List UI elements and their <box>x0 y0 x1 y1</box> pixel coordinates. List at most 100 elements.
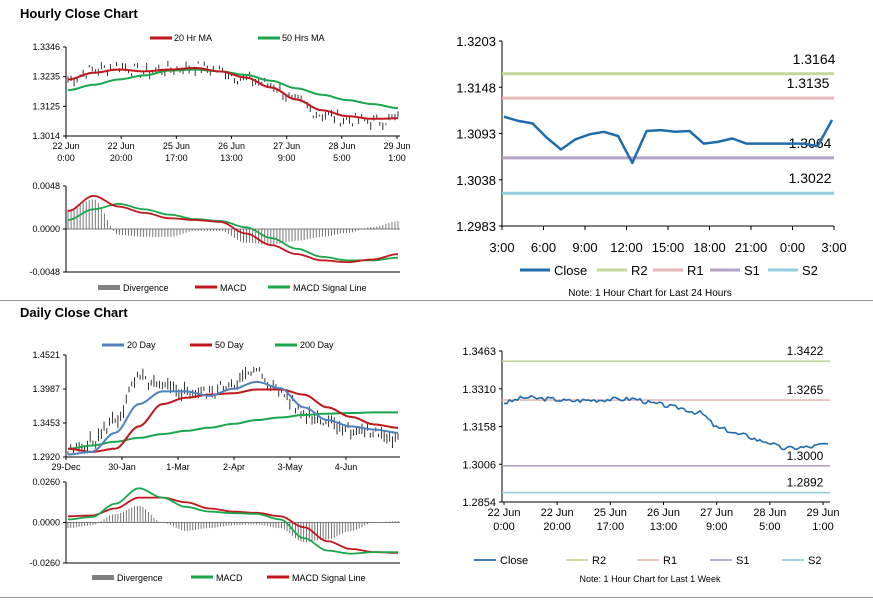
legend-label-divergence: Divergence <box>123 283 169 293</box>
hourly-price-xtick-label: 0:00 <box>57 153 75 163</box>
hourly-pivot-xtick-label: 0:00 <box>780 240 805 255</box>
daily-ma50-line <box>67 388 399 453</box>
weekly-level-r1-label: 1.3265 <box>787 383 824 397</box>
legend-swatch-divergence <box>98 285 120 290</box>
hourly-macd-ytick-label: -0.0048 <box>29 267 60 277</box>
daily-ma200-line <box>67 411 398 450</box>
hourly-price-ytick-label: 1.3125 <box>32 101 60 111</box>
weekly-pivot-xtick-label: 17:00 <box>597 521 625 533</box>
hourly-close-line <box>503 115 834 165</box>
hourly-pivot-ytick-label: 1.2983 <box>456 219 496 234</box>
hourly-macd-ytick-label: 0.0048 <box>32 181 60 191</box>
hourly-price-xtick-label: 28 Jun <box>328 141 355 151</box>
hourly-price-xtick-label: 29 Jun <box>383 141 410 151</box>
weekly-pivot-xtick-label: 5:00 <box>759 521 780 533</box>
hourly-pivot-ytick-label: 1.3148 <box>456 80 496 95</box>
weekly-level-s2-label: 1.2892 <box>787 476 824 490</box>
hourly-pivot-xtick-label: 6:00 <box>531 240 556 255</box>
legend-label-weekly-s1: S1 <box>736 555 749 567</box>
daily-macd-ytick-label: 0.0000 <box>32 518 60 528</box>
legend-label-daily-macd: MACD <box>216 573 243 583</box>
daily-price-xtick-label: 1-Mar <box>166 462 190 472</box>
hourly-price-xtick-label: 25 Jun <box>163 141 190 151</box>
hourly-pivot-xtick-label: 9:00 <box>572 240 597 255</box>
weekly-pivot-xtick-label: 20:00 <box>543 521 571 533</box>
hourly-pivot-xtick-label: 12:00 <box>610 240 643 255</box>
legend-label-hourly-close: Close <box>554 263 587 278</box>
hourly-price-xtick-label: 20:00 <box>110 153 133 163</box>
daily-macd-ytick-label: 0.0260 <box>32 477 60 487</box>
legend-label-weekly-close: Close <box>500 555 528 567</box>
section-divider <box>0 300 873 301</box>
legend-label-50hr: 50 Hrs MA <box>282 33 325 43</box>
weekly-level-r2-label: 1.3422 <box>787 344 824 358</box>
legend-label-weekly-r2: R2 <box>592 555 606 567</box>
hourly-macd-ytick-label: 0.0000 <box>32 224 60 234</box>
hourly-price-xtick-label: 5:00 <box>333 153 351 163</box>
legend-label-hourly-s1: S1 <box>744 263 760 278</box>
hourly-pivot-ytick-label: 1.3093 <box>456 127 496 142</box>
weekly-pivot-xtick-label: 25 Jun <box>594 507 627 519</box>
weekly-pivot-xtick-label: 27 Jun <box>700 507 733 519</box>
legend-label-hourly-r2: R2 <box>631 263 648 278</box>
hourly-pivot-ytick-label: 1.3203 <box>456 34 496 49</box>
weekly-pivot-xtick-label: 22 Jun <box>487 507 520 519</box>
daily-macd-ytick-label: -0.0260 <box>29 558 60 568</box>
legend-label-macd: MACD <box>220 283 247 293</box>
hourly-pivot-ytick-label: 1.3038 <box>456 173 496 188</box>
bottom-divider <box>0 597 873 598</box>
legend-label-hourly-s2: S2 <box>802 263 818 278</box>
legend-label-weekly-s2: S2 <box>808 555 821 567</box>
legend-label-20hr: 20 Hr MA <box>174 33 212 43</box>
daily-ma20-line <box>67 380 399 456</box>
legend-label-hourly-r1: R1 <box>687 263 704 278</box>
weekly-level-s1-label: 1.3000 <box>787 449 824 463</box>
daily-macd-line <box>67 487 398 555</box>
weekly-pivot-xtick-label: 29 Jun <box>806 507 839 519</box>
weekly-pivot-xtick-label: 0:00 <box>493 521 514 533</box>
hourly-price-xtick-label: 13:00 <box>220 153 243 163</box>
daily-signal-line <box>67 496 399 554</box>
weekly-pivot-ytick-label: 1.3006 <box>462 459 496 471</box>
daily-price-xtick-label: 29-Dec <box>51 462 81 472</box>
hourly-pivot-xtick-label: 21:00 <box>735 240 768 255</box>
legend-swatch-daily-divergence <box>92 575 114 580</box>
legend-label-daily-signal: MACD Signal Line <box>292 573 366 583</box>
daily-price-xtick-label: 2-Apr <box>223 462 245 472</box>
hourly-price-xtick-label: 1:00 <box>388 153 406 163</box>
hourly-price-xtick-label: 22 Jun <box>108 141 135 151</box>
hourly-ma50-line <box>67 68 399 110</box>
hourly-price-ytick-label: 1.3014 <box>32 131 60 141</box>
hourly-price-ytick-label: 1.3346 <box>32 42 60 52</box>
weekly-close-line <box>503 395 829 451</box>
hourly-note: Note: 1 Hour Chart for Last 24 Hours <box>568 288 731 299</box>
daily-price-ytick-label: 1.2920 <box>32 452 60 462</box>
hourly-price-xtick-label: 17:00 <box>165 153 188 163</box>
hourly-level-r1-label: 1.3135 <box>787 75 830 91</box>
weekly-note: Note: 1 Hour Chart for Last 1 Week <box>580 574 721 584</box>
weekly-pivot-xtick-label: 22 Jun <box>541 507 574 519</box>
legend-label-signal: MACD Signal Line <box>293 283 367 293</box>
weekly-pivot-xtick-label: 13:00 <box>650 521 678 533</box>
legend-label-50day: 50 Day <box>215 340 244 350</box>
hourly-level-r2-label: 1.3164 <box>793 51 836 67</box>
hourly-pivot-xtick-label: 15:00 <box>652 240 685 255</box>
hourly-price-xtick-label: 27 Jun <box>273 141 300 151</box>
hourly-pivot-xtick-label: 18:00 <box>693 240 726 255</box>
hourly-section-title: Hourly Close Chart <box>20 6 138 21</box>
weekly-pivot-xtick-label: 9:00 <box>706 521 727 533</box>
daily-section-title: Daily Close Chart <box>20 305 128 320</box>
hourly-macd-line <box>67 195 399 263</box>
hourly-ma20-line <box>67 66 398 120</box>
hourly-price-xtick-label: 22 Jun <box>52 141 79 151</box>
weekly-pivot-ytick-label: 1.3158 <box>462 422 496 434</box>
legend-label-weekly-r1: R1 <box>663 555 677 567</box>
legend-label-200day: 200 Day <box>300 340 334 350</box>
daily-price-ytick-label: 1.3453 <box>32 418 60 428</box>
weekly-pivot-ytick-label: 1.2854 <box>462 497 496 509</box>
daily-price-ytick-label: 1.3987 <box>32 384 60 394</box>
hourly-price-xtick-label: 9:00 <box>278 153 296 163</box>
hourly-price-ytick-label: 1.3235 <box>32 72 60 82</box>
daily-price-xtick-label: 3-May <box>277 462 303 472</box>
